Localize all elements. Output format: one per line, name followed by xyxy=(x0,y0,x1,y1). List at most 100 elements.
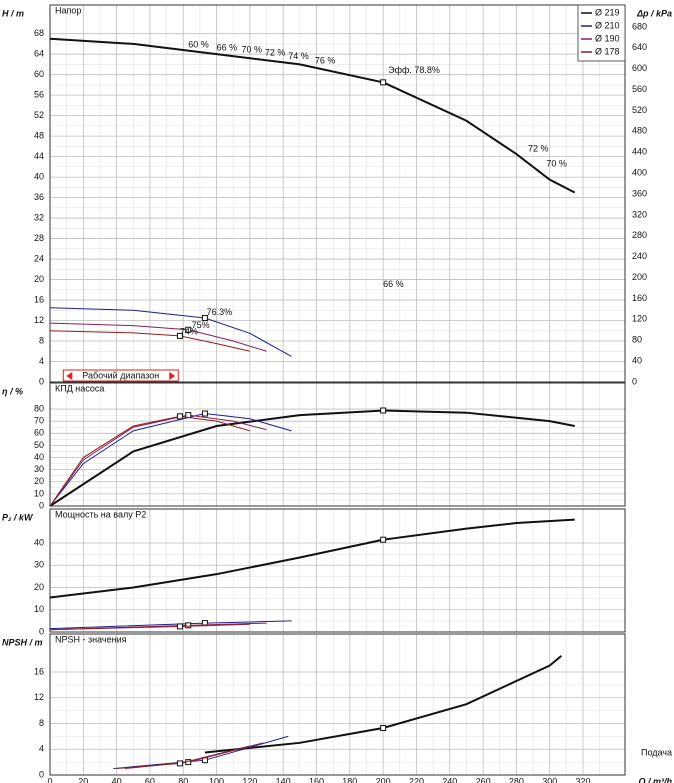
y2-tick-label: 440 xyxy=(632,147,647,157)
curve xyxy=(204,655,563,754)
annotation: 66 % xyxy=(383,279,404,289)
x-tick-label: 80 xyxy=(178,776,188,783)
y-tick-label: 44 xyxy=(34,151,44,161)
range-label: Рабочий диапазон xyxy=(82,370,159,380)
x-tick-label: 100 xyxy=(209,776,224,783)
y-tick-label: 36 xyxy=(34,192,44,202)
x-tick-label: 140 xyxy=(276,776,291,783)
y2-tick-label: 280 xyxy=(632,230,647,240)
y2-tick-label: 120 xyxy=(632,314,647,324)
y-tick-label: 80 xyxy=(34,403,44,413)
annotation: 70 % xyxy=(242,44,263,54)
x-tick-label: 20 xyxy=(78,776,88,783)
x-tick-label: 300 xyxy=(542,776,557,783)
legend-label: Ø 178 xyxy=(595,46,620,56)
annotation: 76.3% xyxy=(207,307,233,317)
duty-point xyxy=(201,314,208,321)
duty-point xyxy=(380,725,387,731)
y-tick-label: 0 xyxy=(39,500,44,510)
annotation: 60 % xyxy=(188,39,209,49)
y2-tick-label: 240 xyxy=(632,251,647,261)
y-axis-label: NPSH / m xyxy=(2,637,43,647)
y-tick-label: 4 xyxy=(39,744,44,754)
x-tick-label: 40 xyxy=(112,776,122,783)
panel-frame xyxy=(49,382,626,507)
x-tick-label: 240 xyxy=(442,776,457,783)
duty-point xyxy=(201,410,208,417)
y-tick-label: 0 xyxy=(39,626,44,636)
y2-tick-label: 320 xyxy=(632,209,647,219)
y-tick-label: 60 xyxy=(34,428,44,438)
annotation: Эфф. 78.8% xyxy=(388,65,440,75)
y2-tick-label: 520 xyxy=(632,105,647,115)
y2-tick-label: 160 xyxy=(632,293,647,303)
y-tick-label: 12 xyxy=(34,315,44,325)
duty-point xyxy=(176,332,183,339)
annotation: 66 % xyxy=(217,42,238,52)
x-tick-label: 160 xyxy=(309,776,324,783)
duty-point xyxy=(176,760,183,767)
y2-tick-label: 560 xyxy=(632,84,647,94)
curve xyxy=(49,413,292,507)
curve xyxy=(49,322,267,352)
y-tick-label: 20 xyxy=(34,274,44,284)
y-tick-label: 40 xyxy=(34,452,44,462)
x-tick-label: 320 xyxy=(576,776,591,783)
y-tick-label: 24 xyxy=(34,253,44,263)
y-tick-label: 20 xyxy=(34,476,44,486)
y-tick-label: 10 xyxy=(34,604,44,614)
y2-tick-label: 0 xyxy=(632,376,637,386)
range-box xyxy=(62,369,179,382)
y-axis-label: P₂ / kW xyxy=(2,512,34,522)
y2-tick-label: 600 xyxy=(632,63,647,73)
curve xyxy=(49,620,292,630)
y-tick-label: 4 xyxy=(39,356,44,366)
y-tick-label: 20 xyxy=(34,582,44,592)
y-tick-label: 16 xyxy=(34,666,44,676)
annotation: 72 % xyxy=(265,48,286,58)
x-tick-label: 220 xyxy=(409,776,424,783)
annotation: 74 % xyxy=(288,51,309,61)
y-tick-label: 8 xyxy=(39,335,44,345)
legend-label: Ø 210 xyxy=(595,20,620,30)
panel-label: Мощность на валу P2 xyxy=(55,509,146,519)
y-tick-label: 56 xyxy=(34,90,44,100)
y-axis-label: H / m xyxy=(2,8,24,18)
legend-label: Ø 190 xyxy=(595,33,620,43)
y-tick-label: 30 xyxy=(34,560,44,570)
panel-label: Напор xyxy=(55,5,81,15)
flow-label: Подача xyxy=(641,747,672,757)
curve xyxy=(49,409,575,507)
annotation: 75% xyxy=(192,320,210,330)
panel-frame xyxy=(49,508,626,633)
curve xyxy=(49,414,267,507)
y-tick-label: 10 xyxy=(34,488,44,498)
y2-tick-label: 640 xyxy=(632,42,647,52)
annotation: 74% xyxy=(180,327,198,337)
curve xyxy=(49,518,575,599)
legend-label: Ø 219 xyxy=(595,7,620,17)
y-tick-label: 52 xyxy=(34,110,44,120)
y-tick-label: 28 xyxy=(34,233,44,243)
x-axis-label: Q / m³/h xyxy=(639,776,673,783)
y-tick-label: 48 xyxy=(34,131,44,141)
y2-tick-label: 480 xyxy=(632,126,647,136)
duty-point xyxy=(380,79,387,86)
y2-tick-label: 400 xyxy=(632,168,647,178)
y2-tick-label: 80 xyxy=(632,335,642,345)
duty-point xyxy=(176,413,183,420)
y2-tick-label: 40 xyxy=(632,355,642,365)
y-tick-label: 40 xyxy=(34,537,44,547)
y2-tick-label: 360 xyxy=(632,188,647,198)
y2-tick-label: 200 xyxy=(632,272,647,282)
y-tick-label: 50 xyxy=(34,440,44,450)
x-tick-label: 180 xyxy=(342,776,357,783)
y-tick-label: 16 xyxy=(34,294,44,304)
y-tick-label: 64 xyxy=(34,49,44,59)
y-tick-label: 40 xyxy=(34,171,44,181)
duty-point xyxy=(380,407,387,414)
y-tick-label: 32 xyxy=(34,212,44,222)
duty-point xyxy=(185,326,192,333)
